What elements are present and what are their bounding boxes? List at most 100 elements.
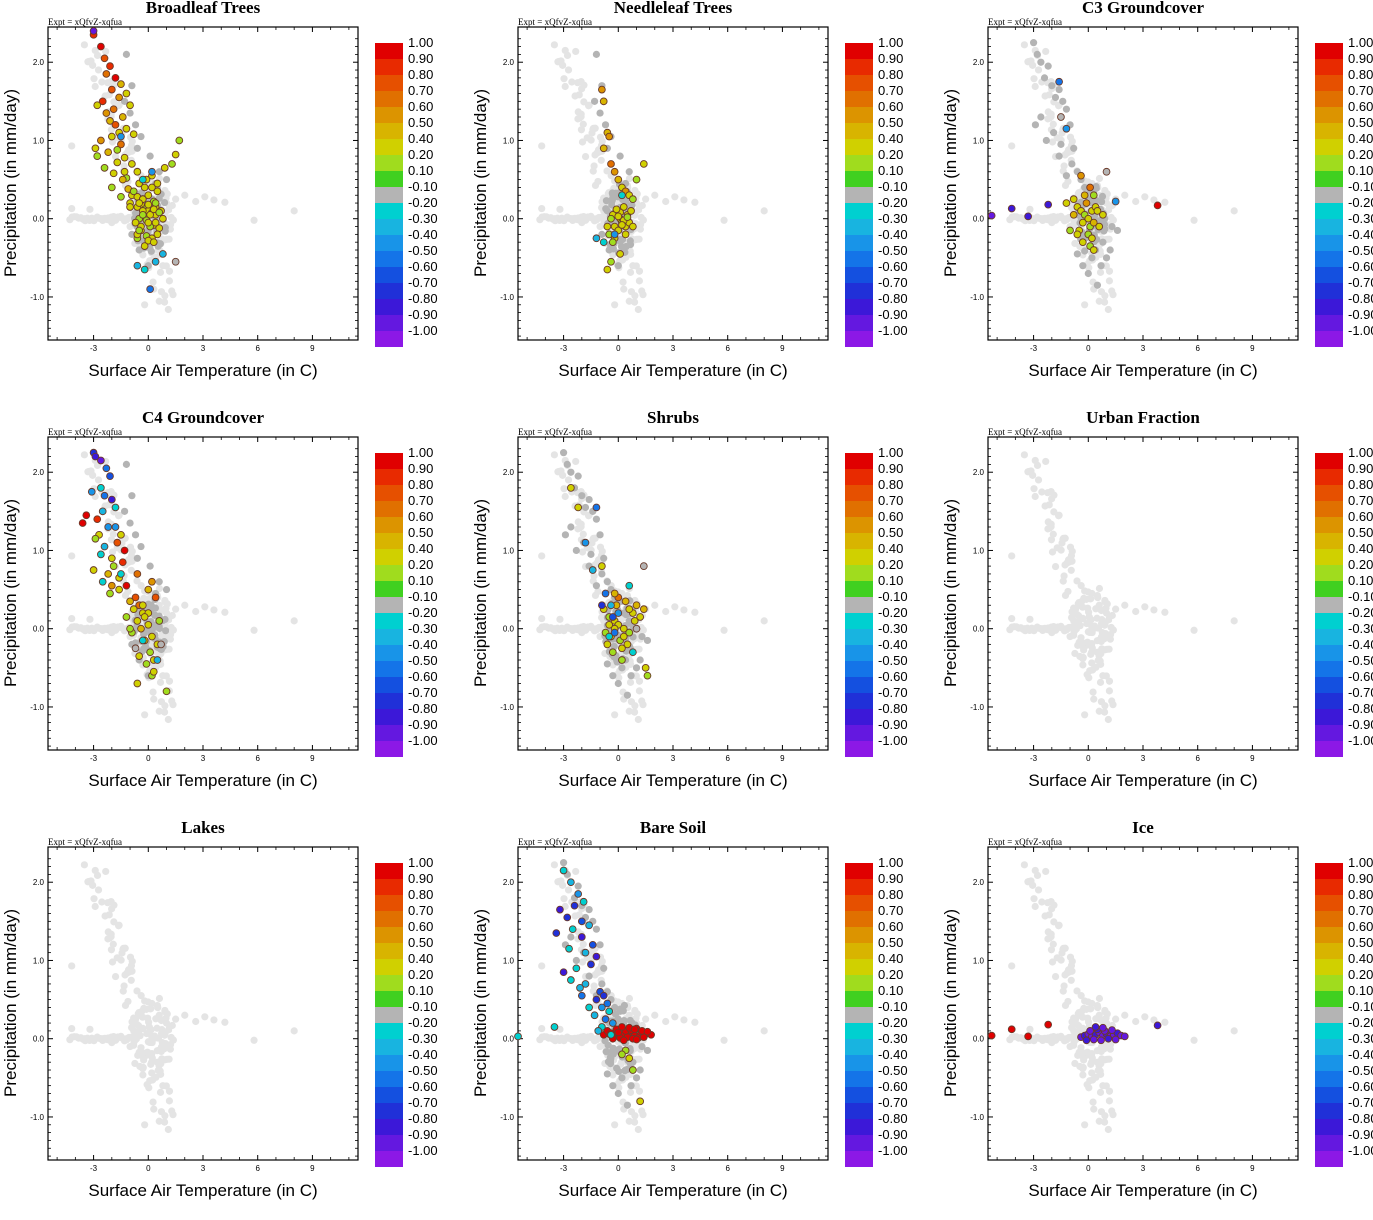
- colorbar-label: 1.00: [1348, 35, 1373, 50]
- background-point: [1090, 1105, 1098, 1113]
- x-axis: -3 0 3 6 9: [56, 847, 350, 1173]
- background-point: [99, 215, 107, 223]
- gray-point: [643, 1046, 652, 1055]
- anomaly-point: [563, 913, 572, 922]
- x-tick-label: 3: [201, 344, 206, 353]
- background-point: [564, 66, 573, 74]
- background-point: [1121, 1011, 1129, 1019]
- colorbar-segment: [845, 59, 873, 75]
- anomaly-point: [608, 613, 617, 621]
- colorbar-label: 0.70: [1348, 493, 1373, 508]
- y-tick-label: 2.0: [973, 58, 985, 67]
- colorbar-label: 0.40: [408, 131, 433, 146]
- anomaly-point: [599, 238, 608, 247]
- background-point: [1066, 632, 1074, 641]
- colorbar-segment: [845, 1039, 873, 1055]
- colorbar-label: 0.20: [878, 557, 903, 572]
- colorbar-segment: [845, 1071, 873, 1087]
- x-axis-label: Surface Air Temperature (in C): [1028, 771, 1257, 790]
- background-point: [1008, 552, 1016, 560]
- background-point: [1071, 1059, 1079, 1068]
- correlated-point: [104, 148, 113, 157]
- colorbar-label: -0.30: [878, 621, 908, 636]
- gray-point: [1029, 39, 1038, 47]
- background-point: [1077, 581, 1085, 590]
- colorbar-segment: [845, 267, 873, 283]
- correlated-point: [1089, 1035, 1098, 1044]
- anomaly-point: [138, 636, 147, 645]
- anomaly-point: [618, 191, 626, 200]
- correlated-point: [639, 605, 648, 614]
- colorbar-label: 0.20: [878, 967, 903, 982]
- background-point: [172, 195, 180, 203]
- correlated-point: [117, 192, 125, 201]
- colorbar-segment: [845, 187, 873, 203]
- background-point: [630, 1118, 639, 1126]
- colorbar-segment: [1315, 469, 1343, 485]
- gray-point: [1048, 82, 1056, 90]
- colorbar-segment: [1315, 549, 1343, 565]
- correlated-point: [100, 491, 109, 500]
- colorbar-label: 0.50: [408, 525, 433, 540]
- correlated-point: [632, 175, 641, 184]
- gray-point: [122, 460, 131, 468]
- background-point: [1090, 695, 1098, 703]
- anomaly-point: [146, 285, 154, 293]
- background-point: [1064, 997, 1072, 1006]
- background-point: [113, 954, 121, 962]
- gray-point: [623, 1101, 632, 1109]
- background-point: [1108, 697, 1116, 705]
- gray-point: [636, 1066, 644, 1074]
- colorbar-label: 0.80: [1348, 477, 1373, 492]
- correlated-point: [102, 70, 111, 78]
- correlated-point: [603, 222, 612, 231]
- gray-point: [1081, 183, 1089, 192]
- anomaly-point: [588, 940, 597, 949]
- colorbar-label: -0.30: [878, 1031, 908, 1046]
- x-axis: -3 0 3 6 9: [56, 437, 350, 763]
- plot-title: Needleleaf Trees: [614, 0, 733, 17]
- colorbar-segment: [1315, 59, 1343, 75]
- background-point: [164, 715, 172, 724]
- correlated-point: [107, 85, 116, 94]
- y-axis: -1.0 0.0 1.0 2.0: [500, 858, 828, 1157]
- background-point: [627, 1108, 635, 1116]
- correlated-point: [610, 589, 619, 598]
- colorbar-segment: [375, 469, 403, 485]
- background-point: [1039, 625, 1047, 633]
- colorbar-label: -0.50: [408, 653, 438, 668]
- background-point: [156, 678, 165, 686]
- correlated-point: [122, 581, 131, 590]
- background-point: [192, 1017, 200, 1026]
- background-point: [1095, 174, 1104, 183]
- background-point: [575, 911, 583, 919]
- y-axis-label: Precipitation (in mm/day): [1, 499, 20, 687]
- y-axis: -1.0 0.0 1.0 2.0: [500, 38, 828, 337]
- correlated-point: [138, 210, 147, 219]
- background-point: [594, 587, 602, 596]
- x-axis-label: Surface Air Temperature (in C): [1028, 1181, 1257, 1200]
- gray-point: [137, 542, 145, 551]
- colorbar-segment: [1315, 203, 1343, 219]
- background-points: [66, 451, 298, 724]
- colorbar-label: -0.50: [1348, 1063, 1373, 1078]
- background-point: [105, 911, 113, 919]
- correlated-point: [133, 570, 142, 578]
- colorbar: 1.000.900.800.700.600.500.400.200.10-0.1…: [375, 445, 438, 757]
- background-point: [594, 177, 602, 186]
- colorbar-label: 0.40: [878, 541, 903, 556]
- gray-point: [603, 578, 611, 586]
- background-point: [760, 207, 768, 215]
- anomaly-point: [581, 538, 590, 547]
- anomaly-point: [171, 257, 180, 266]
- background-point: [1075, 1011, 1083, 1019]
- colorbar-segment: [845, 469, 873, 485]
- colorbar-segment: [845, 895, 873, 911]
- x-axis: -3 0 3 6 9: [526, 847, 820, 1173]
- correlated-point: [618, 221, 626, 229]
- colorbar-segment: [1315, 235, 1343, 251]
- gray-point: [1033, 50, 1041, 58]
- background-point: [1038, 488, 1046, 496]
- gray-point: [1084, 269, 1092, 278]
- background-point: [107, 536, 116, 544]
